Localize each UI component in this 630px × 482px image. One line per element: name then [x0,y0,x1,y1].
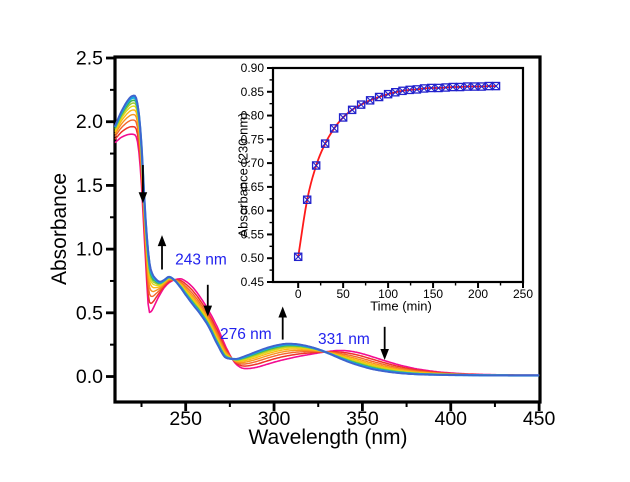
data-point-marker [356,100,366,109]
marker-part [398,86,407,95]
marker-part [484,82,493,91]
main-y-tick-label: 2.5 [76,48,103,70]
inset-x-tick-label: 200 [468,287,488,301]
marker-part [329,124,339,133]
inset-x-tick-label: 150 [423,287,443,301]
marker-part [463,82,472,91]
marker-part [357,100,366,109]
data-point-marker [347,105,357,115]
marker-part [320,139,330,148]
marker-part [384,90,393,99]
inset-y-axis-title: Absorbance (230 nm) [235,112,251,238]
marker-part [470,82,479,91]
main-y-tick-label: 0.0 [76,366,103,388]
inset-x-tick-label: 250 [513,287,533,301]
data-point-marker [293,252,303,262]
inset-y-tick-label: 0.80 [241,109,265,123]
trend-arrow-head-5 [380,348,389,360]
inset-y-tick-label: 0.90 [241,61,265,75]
inset-x-tick-label: 50 [336,287,350,301]
marker-part [338,113,348,122]
main-plot-frame [113,55,542,404]
main-y-tick-label: 1.0 [76,239,103,261]
marker-part [311,161,321,170]
data-point-marker [329,124,339,133]
main-x-tick-label: 400 [434,408,467,430]
marker-part [434,83,443,92]
inset-y-tick-label: 0.70 [241,156,265,170]
marker-part [348,105,357,114]
data-point-marker [302,195,312,204]
inset-y-tick-label: 0.45 [241,275,265,289]
marker-part [303,195,312,204]
marker-part [365,96,375,105]
inset-y-tick-label: 0.50 [241,251,265,265]
marker-part [391,88,400,97]
inset-plot-frame [271,66,525,284]
main-x-tick-label: 250 [169,408,202,430]
inset-y-tick-label: 0.85 [241,85,265,99]
marker-part [441,83,450,92]
marker-part [330,124,339,133]
inset-x-tick-label: 100 [378,287,398,301]
marker-part [374,92,384,102]
inset-x-tick-label: 0 [295,287,302,301]
data-point-marker [491,81,501,91]
data-point-marker [365,96,375,105]
wavelength-label-3: 331 nm [318,331,370,348]
inset-y-tick-label: 0.55 [241,227,265,241]
data-point-marker [338,113,348,122]
marker-part [339,113,348,122]
main-y-axis-title: Absorbance [48,172,71,286]
main-y-tick-label: 2.0 [76,111,103,133]
trend-arrow-head-3 [203,305,213,317]
inset-y-tick-label: 0.60 [241,204,265,218]
wavelength-label-1: 243 nm [175,251,227,268]
trend-arrow-head-1 [138,192,148,204]
inset-y-tick-label: 0.75 [241,132,265,146]
spectrum-curve-10 [114,94,540,377]
marker-part [448,83,457,92]
main-y-tick-label: 1.5 [76,175,103,197]
inset-x-axis-title: Time (min) [370,298,432,314]
marker-part [492,82,501,91]
inset-y-tick-label: 0.65 [241,180,265,194]
marker-part [491,81,501,91]
data-point-marker [311,161,321,170]
data-point-marker [374,92,384,102]
marker-part [321,139,330,148]
marker-part [412,85,421,94]
marker-part [420,84,429,93]
marker-part [312,161,321,170]
marker-part [405,85,414,94]
marker-part [375,93,384,101]
main-x-axis-title: Wavelength (nm) [248,426,408,449]
marker-part [456,83,465,92]
marker-part [477,82,486,91]
marker-part [366,96,375,105]
main-x-tick-label: 300 [258,408,291,430]
marker-part [347,105,357,115]
main-x-tick-label: 350 [346,408,379,430]
main-x-tick-label: 450 [523,408,556,430]
wavelength-label-2: 276 nm [220,326,272,343]
trend-arrow-head-2 [157,235,167,247]
data-point-marker [320,139,330,148]
marker-part [293,252,303,262]
trend-arrow-head-4 [278,306,288,318]
marker-part [427,83,436,92]
marker-part [302,195,312,204]
main-y-tick-label: 0.5 [76,302,103,324]
marker-part [294,252,303,261]
marker-part [356,100,366,109]
